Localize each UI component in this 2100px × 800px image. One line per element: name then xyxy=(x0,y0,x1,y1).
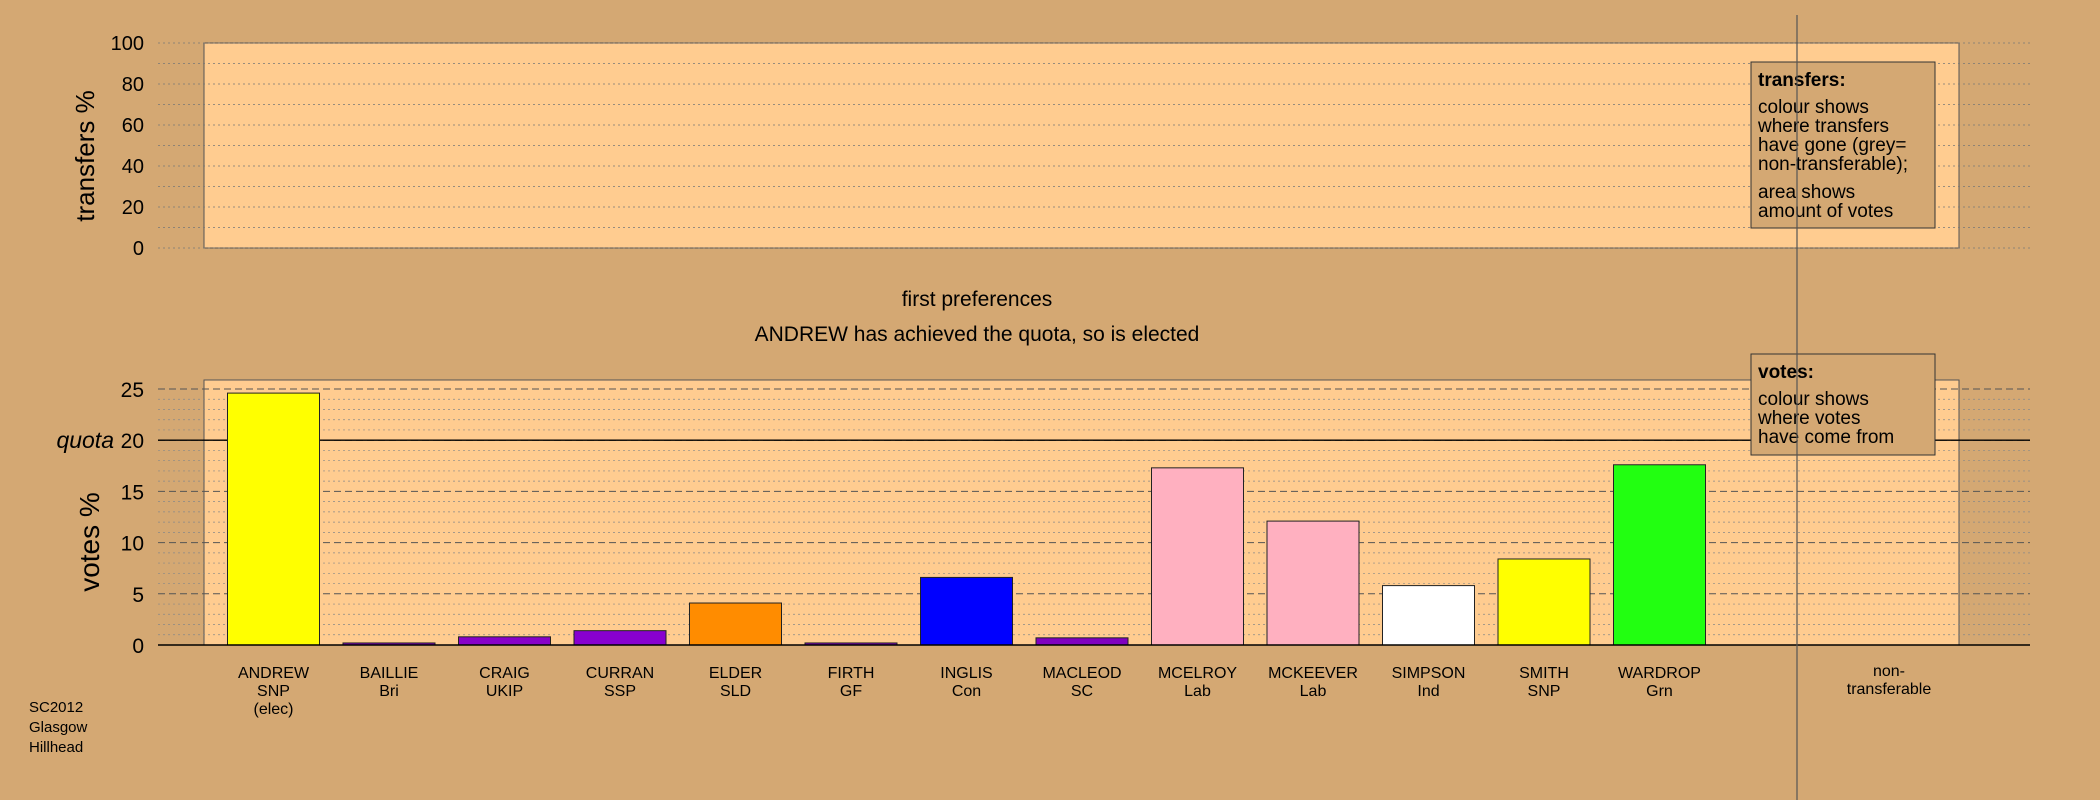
transfers-legend-title: transfers: xyxy=(1758,70,1846,91)
votes-legend-text: have come from xyxy=(1758,427,1894,448)
category-label: SNP xyxy=(1528,683,1561,700)
votes-legend-title: votes: xyxy=(1758,362,1814,383)
transfers-tick-label: 0 xyxy=(133,238,144,260)
votes-axis-label: votes % xyxy=(74,492,105,592)
category-label: CURRAN xyxy=(586,665,654,682)
category-label: Ind xyxy=(1417,683,1439,700)
vote-bar xyxy=(689,602,782,646)
transfers-legend-text: non-transferable); xyxy=(1758,154,1908,175)
footer: SC2012 Glasgow Hillhead xyxy=(29,699,88,756)
category-label: GF xyxy=(840,683,862,700)
vote-bar xyxy=(920,576,1013,646)
votes-tick-label: 5 xyxy=(132,584,144,607)
category-label: FIRTH xyxy=(828,665,875,682)
vote-bar xyxy=(1382,585,1475,646)
vote-bar xyxy=(1497,558,1591,646)
transfers-tick-label: 60 xyxy=(122,115,144,137)
category-label: SC xyxy=(1071,683,1093,700)
category-label: INGLIS xyxy=(940,665,992,682)
transfers-plot-area xyxy=(203,42,1960,249)
quota-label: quota xyxy=(56,427,114,453)
votes-tick-label: 10 xyxy=(121,533,144,556)
non-transferable-label: transferable xyxy=(1847,681,1932,698)
chart-subtitle: ANDREW has achieved the quota, so is ele… xyxy=(755,323,1200,346)
vote-bar xyxy=(1613,464,1706,646)
transfers-legend-text: amount of votes xyxy=(1758,201,1893,222)
votes-legend-box xyxy=(1750,353,1936,456)
vote-bar xyxy=(1266,520,1360,646)
transfers-legend-text: have gone (grey= xyxy=(1758,135,1906,156)
category-label: SNP xyxy=(257,683,290,700)
transfers-legend-text: area shows xyxy=(1758,182,1855,203)
votes-legend-text: where votes xyxy=(1757,408,1860,429)
vote-bar xyxy=(227,392,320,646)
transfers-tick-label: 100 xyxy=(111,33,144,55)
transfers-legend-text: colour shows xyxy=(1758,97,1869,118)
vote-bar xyxy=(573,630,667,646)
category-label: Grn xyxy=(1646,683,1673,700)
transfers-legend-text: where transfers xyxy=(1757,116,1889,137)
transfers-panel: 0 20 40 60 80 100 transfers % transfers: colo… xyxy=(70,33,2030,260)
category-label: Lab xyxy=(1184,683,1211,700)
votes-tick-label: 20 xyxy=(121,430,144,453)
votes-legend-text: colour shows xyxy=(1758,389,1869,410)
vote-bar xyxy=(1035,637,1129,646)
transfers-tick-label: 20 xyxy=(122,197,144,219)
votes-tick-label: 25 xyxy=(121,379,144,402)
category-label: CRAIG xyxy=(479,665,530,682)
transfers-tick-label: 80 xyxy=(122,74,144,96)
transfers-tick-label: 40 xyxy=(122,156,144,178)
transfers-axis-label: transfers % xyxy=(70,90,100,222)
footer-text: SC2012 xyxy=(29,699,83,716)
category-label: SMITH xyxy=(1519,665,1569,682)
category-label: Bri xyxy=(379,683,399,700)
vote-bar xyxy=(1151,467,1244,646)
category-label: Con xyxy=(952,683,981,700)
votes-tick-label: 15 xyxy=(121,481,144,504)
chart-title: first preferences xyxy=(902,288,1053,311)
non-transferable-label: non- xyxy=(1873,663,1905,680)
category-label: (elec) xyxy=(253,701,293,718)
category-label: WARDROP xyxy=(1618,665,1701,682)
category-label: ANDREW xyxy=(238,665,310,682)
category-label: MCELROY xyxy=(1158,665,1237,682)
category-label: ELDER xyxy=(709,665,762,682)
votes-tick-label: 0 xyxy=(132,635,144,658)
category-label: Lab xyxy=(1300,683,1327,700)
footer-text: Glasgow xyxy=(29,719,88,736)
category-label: SIMPSON xyxy=(1392,665,1466,682)
transfers-legend-box xyxy=(1750,61,1936,229)
category-label: MCKEEVER xyxy=(1268,665,1358,682)
category-label: SSP xyxy=(604,683,636,700)
category-label: UKIP xyxy=(486,683,523,700)
vote-bar xyxy=(458,636,551,646)
category-label: MACLEOD xyxy=(1042,665,1121,682)
category-label: BAILLIE xyxy=(360,665,419,682)
footer-text: Hillhead xyxy=(29,739,83,756)
category-label: SLD xyxy=(720,683,751,700)
